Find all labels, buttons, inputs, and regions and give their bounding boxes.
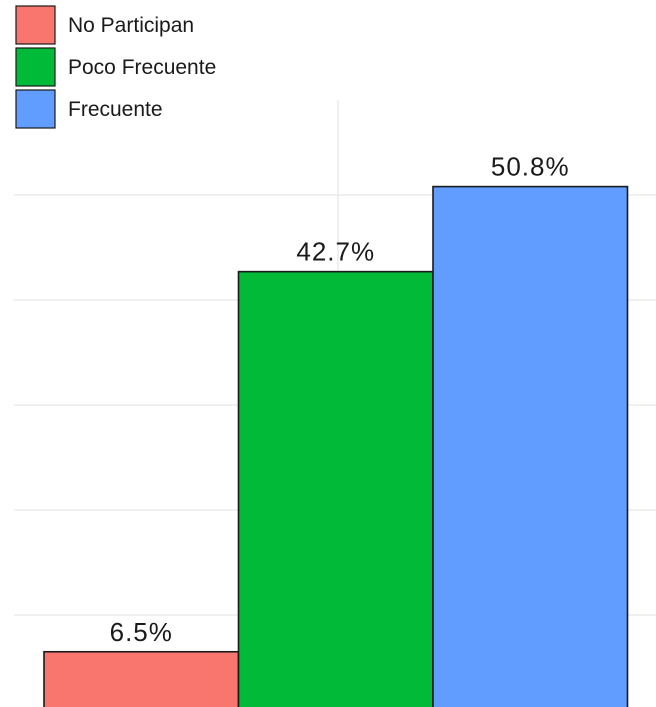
bars (43, 185, 629, 707)
legend: No Participan Poco Frecuente Frecuente (15, 5, 216, 129)
legend-key (15, 47, 56, 87)
data-label: 42.7% (296, 237, 375, 267)
bar-no-participan (43, 650, 240, 707)
legend-key (15, 89, 56, 129)
bar-poco-frecuente (237, 270, 434, 707)
bar-frecuente (432, 185, 629, 707)
data-label: 50.8% (491, 152, 570, 182)
data-labels: 6.5% 42.7% 50.8% (110, 152, 570, 647)
legend-label: Frecuente (68, 98, 163, 121)
legend-label: Poco Frecuente (68, 56, 216, 79)
legend-label: No Participan (68, 14, 194, 37)
data-label: 6.5% (110, 617, 173, 647)
legend-key (15, 5, 56, 45)
